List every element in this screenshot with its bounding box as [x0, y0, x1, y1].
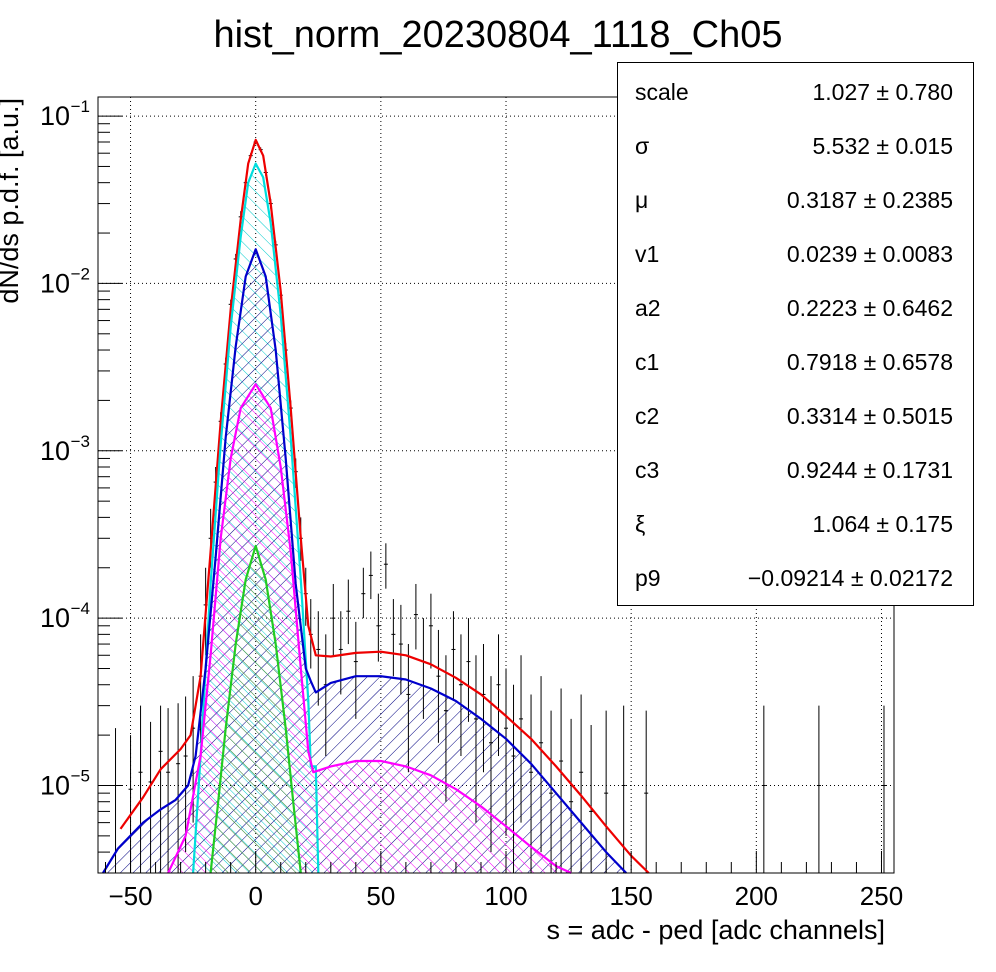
x-tick-label: −50	[108, 881, 152, 911]
fit-curve-4	[209, 544, 302, 874]
stat-name: a2	[635, 295, 661, 321]
stat-value: 0.3314 ± 0.5015	[786, 403, 953, 429]
y-tick-label: 10	[40, 101, 70, 131]
x-axis-label: s = adc - ped [adc channels]	[547, 915, 885, 945]
stats-box: scale 1.027 ± 0.780 σ 5.532 ± 0.015 μ 0.3187 …	[617, 62, 974, 606]
y-axis-label: dN/ds p.d.f. [a.u.]	[0, 98, 24, 304]
x-tick-label: 150	[609, 881, 652, 911]
fit-fill-4	[210, 545, 301, 873]
stat-name: p9	[635, 565, 661, 591]
stat-value: 1.027 ± 0.780	[812, 79, 953, 105]
fit-curve-3	[167, 383, 572, 874]
stat-value: −0.09214 ± 0.02172	[747, 565, 953, 591]
stat-row: ξ 1.064 ± 0.175	[618, 495, 973, 549]
stat-row: a2 0.2223 ± 0.6462	[618, 279, 973, 333]
stat-name: c1	[635, 349, 660, 375]
x-tick-label: 250	[860, 881, 903, 911]
y-tick-exponent: −2	[71, 264, 90, 283]
y-tick-label: 10	[40, 603, 70, 633]
stat-name: μ	[635, 187, 649, 213]
stat-row: scale 1.027 ± 0.780	[618, 63, 973, 117]
stat-value: 0.2223 ± 0.6462	[786, 295, 953, 321]
stat-name: c3	[635, 457, 660, 483]
stat-row: v1 0.0239 ± 0.0083	[618, 225, 973, 279]
stat-row: c1 0.7918 ± 0.6578	[618, 333, 973, 387]
fit-curves	[102, 138, 650, 874]
y-tick-label: 10	[40, 268, 70, 298]
fit-curve-1	[192, 162, 320, 874]
fit-curve-2	[102, 248, 627, 874]
stat-row: p9 −0.09214 ± 0.02172	[618, 549, 973, 603]
stat-name: scale	[635, 79, 689, 105]
stat-name: σ	[635, 133, 650, 159]
y-tick-exponent: −3	[71, 432, 90, 451]
fit-fills	[103, 163, 627, 874]
stat-row: μ 0.3187 ± 0.2385	[618, 171, 973, 225]
x-tick-label: 200	[735, 881, 778, 911]
y-tick-exponent: −1	[71, 97, 90, 116]
y-tick-exponent: −4	[71, 599, 90, 618]
stat-name: v1	[635, 241, 660, 267]
x-tick-label: 0	[248, 881, 262, 911]
y-tick-label: 10	[40, 770, 70, 800]
x-tick-label: 50	[366, 881, 395, 911]
stat-value: 5.532 ± 0.015	[812, 133, 953, 159]
stat-name: c2	[635, 403, 660, 429]
chart-title: hist_norm_20230804_1118_Ch05	[213, 14, 782, 56]
stat-row: σ 5.532 ± 0.015	[618, 117, 973, 171]
y-tick-exponent: −5	[71, 766, 90, 785]
stat-row: c2 0.3314 ± 0.5015	[618, 387, 973, 441]
stat-row: c3 0.9244 ± 0.1731	[618, 441, 973, 495]
stat-value: 0.9244 ± 0.1731	[786, 457, 953, 483]
y-tick-label: 10	[40, 436, 70, 466]
fit-curve-0	[119, 138, 650, 874]
stat-value: 0.7918 ± 0.6578	[786, 349, 953, 375]
stat-value: 1.064 ± 0.175	[812, 511, 953, 537]
stat-name: ξ	[635, 511, 646, 537]
stat-value: 0.3187 ± 0.2385	[786, 187, 953, 213]
x-tick-label: 100	[484, 881, 527, 911]
stat-value: 0.0239 ± 0.0083	[786, 241, 953, 267]
